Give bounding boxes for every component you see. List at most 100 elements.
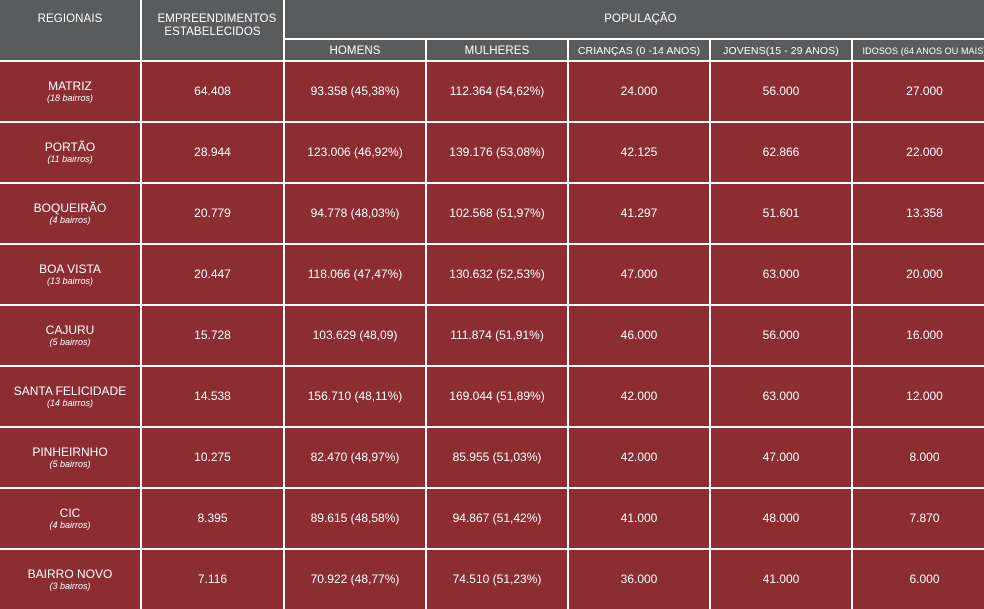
idosos-cell: 22.000 xyxy=(853,123,984,182)
regional-name: CIC xyxy=(59,505,81,520)
mulheres-value: 139.176 (53,08%) xyxy=(449,145,545,159)
regional-name: BAIRRO NOVO xyxy=(27,566,113,581)
criancas-cell: 41.000 xyxy=(569,489,709,548)
jovens-cell: 56.000 xyxy=(711,306,851,365)
idosos-cell: 27.000 xyxy=(853,62,984,121)
mulheres-cell: 139.176 (53,08%) xyxy=(427,123,567,182)
homens-cell: 89.615 (48,58%) xyxy=(285,489,425,548)
header-jovens: JOVENS(15 - 29 ANOS) xyxy=(711,40,851,60)
homens-value: 156.710 (48,11%) xyxy=(307,389,403,403)
idosos-value: 6.000 xyxy=(909,572,940,586)
empreendimentos-cell: 28.944 xyxy=(142,123,283,182)
header-mulheres: MULHERES xyxy=(427,40,567,60)
jovens-cell: 48.000 xyxy=(711,489,851,548)
homens-value: 93.358 (45,38%) xyxy=(310,84,400,98)
regional-bairros: (4 bairros) xyxy=(49,214,91,225)
jovens-value: 63.000 xyxy=(762,389,800,403)
jovens-cell: 63.000 xyxy=(711,245,851,304)
idosos-cell: 13.358 xyxy=(853,184,984,243)
idosos-value: 12.000 xyxy=(906,389,943,403)
regional-name: PINHEIRNHO xyxy=(32,444,108,459)
criancas-cell: 46.000 xyxy=(569,306,709,365)
idosos-cell: 6.000 xyxy=(853,550,984,609)
mulheres-value: 102.568 (51,97%) xyxy=(449,206,545,220)
criancas-cell: 42.000 xyxy=(569,428,709,487)
jovens-value: 41.000 xyxy=(762,572,800,586)
mulheres-cell: 74.510 (51,23%) xyxy=(427,550,567,609)
homens-value: 94.778 (48,03%) xyxy=(310,206,400,220)
header-criancas-label: CRIANÇAS (0 -14 ANOS) xyxy=(577,44,701,57)
header-homens-label: HOMENS xyxy=(329,44,381,57)
homens-cell: 118.066 (47,47%) xyxy=(285,245,425,304)
header-criancas: CRIANÇAS (0 -14 ANOS) xyxy=(569,40,709,60)
mulheres-value: 169.044 (51,89%) xyxy=(449,389,545,403)
homens-cell: 82.470 (48,97%) xyxy=(285,428,425,487)
jovens-value: 62.866 xyxy=(762,145,800,159)
header-regionais-label: REGIONAIS xyxy=(37,13,103,25)
mulheres-cell: 102.568 (51,97%) xyxy=(427,184,567,243)
empreendimentos-value: 14.538 xyxy=(194,389,231,403)
empreendimentos-cell: 10.275 xyxy=(142,428,283,487)
homens-value: 103.629 (48,09) xyxy=(312,328,398,342)
regional-cell: CIC (4 bairros) xyxy=(0,489,140,548)
idosos-cell: 20.000 xyxy=(853,245,984,304)
regional-name: BOA VISTA xyxy=(39,261,101,276)
jovens-value: 56.000 xyxy=(762,84,800,98)
header-idosos: IDOSOS (64 ANOS OU MAIS) xyxy=(853,40,984,60)
homens-cell: 156.710 (48,11%) xyxy=(285,367,425,426)
idosos-cell: 8.000 xyxy=(853,428,984,487)
jovens-cell: 62.866 xyxy=(711,123,851,182)
idosos-value: 22.000 xyxy=(906,145,943,159)
criancas-value: 42.000 xyxy=(620,389,658,403)
regional-cell: PINHEIRNHO (5 bairros) xyxy=(0,428,140,487)
header-jovens-label: JOVENS(15 - 29 ANOS) xyxy=(723,44,839,57)
criancas-value: 41.000 xyxy=(620,511,658,525)
empreendimentos-value: 20.779 xyxy=(194,206,231,220)
regional-bairros: (4 bairros) xyxy=(49,519,91,530)
empreendimentos-cell: 15.728 xyxy=(142,306,283,365)
homens-value: 118.066 (47,47%) xyxy=(307,267,403,281)
mulheres-cell: 130.632 (52,53%) xyxy=(427,245,567,304)
header-idosos-label: IDOSOS (64 ANOS OU MAIS) xyxy=(862,45,984,56)
mulheres-value: 111.874 (51,91%) xyxy=(450,328,544,342)
regional-name: BOQUEIRÃO xyxy=(33,200,107,215)
regional-name: CAJURU xyxy=(45,322,95,337)
regional-cell: PORTÃO (11 bairros) xyxy=(0,123,140,182)
idosos-value: 20.000 xyxy=(906,267,943,281)
header-empreendimentos: EMPREENDIMENTOS ESTABELECIDOS xyxy=(142,0,283,60)
criancas-cell: 24.000 xyxy=(569,62,709,121)
empreendimentos-value: 7.116 xyxy=(197,572,228,586)
jovens-value: 51.601 xyxy=(762,206,800,220)
mulheres-cell: 111.874 (51,91%) xyxy=(427,306,567,365)
empreendimentos-cell: 14.538 xyxy=(142,367,283,426)
criancas-value: 47.000 xyxy=(620,267,658,281)
regional-name: SANTA FELICIDADE xyxy=(13,383,127,398)
empreendimentos-value: 20.447 xyxy=(194,267,231,281)
regional-name: PORTÃO xyxy=(44,139,96,154)
jovens-cell: 47.000 xyxy=(711,428,851,487)
header-populacao-label: POPULAÇÃO xyxy=(604,13,677,25)
header-homens: HOMENS xyxy=(285,40,425,60)
regional-bairros: (5 bairros) xyxy=(49,458,91,469)
header-mulheres-label: MULHERES xyxy=(464,44,530,57)
idosos-cell: 12.000 xyxy=(853,367,984,426)
regional-cell: MATRIZ (18 bairros) xyxy=(0,62,140,121)
regional-name: MATRIZ xyxy=(48,78,92,93)
header-regionais: REGIONAIS xyxy=(0,0,140,60)
mulheres-value: 130.632 (52,53%) xyxy=(449,267,545,281)
criancas-cell: 47.000 xyxy=(569,245,709,304)
idosos-cell: 7.870 xyxy=(853,489,984,548)
homens-value: 123.006 (46,92%) xyxy=(307,145,403,159)
criancas-value: 42.125 xyxy=(620,145,658,159)
jovens-cell: 51.601 xyxy=(711,184,851,243)
regional-bairros: (3 bairros) xyxy=(49,580,91,591)
jovens-cell: 56.000 xyxy=(711,62,851,121)
header-populacao: POPULAÇÃO xyxy=(285,0,984,38)
criancas-cell: 36.000 xyxy=(569,550,709,609)
criancas-value: 24.000 xyxy=(620,84,658,98)
regional-bairros: (14 bairros) xyxy=(46,397,93,408)
mulheres-cell: 112.364 (54,62%) xyxy=(427,62,567,121)
criancas-value: 36.000 xyxy=(620,572,658,586)
empreendimentos-value: 28.944 xyxy=(194,145,231,159)
